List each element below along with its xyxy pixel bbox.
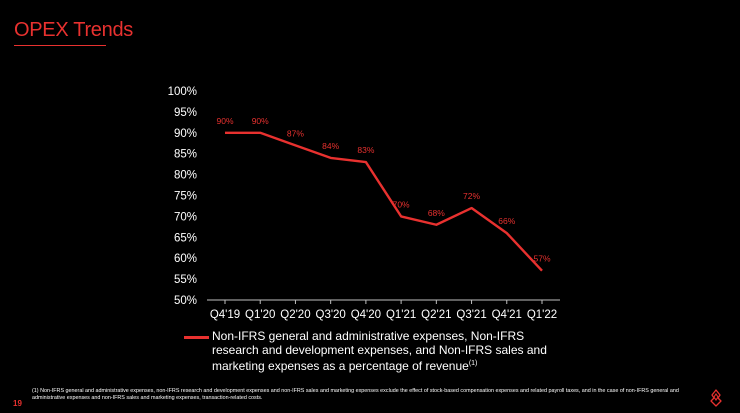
y-tick-label: 65% [174, 232, 197, 244]
data-label: 83% [357, 145, 374, 155]
x-tick-label: Q1'21 [386, 309, 416, 321]
data-label: 90% [216, 116, 233, 126]
y-tick-label: 95% [174, 107, 197, 119]
legend-line-swatch [184, 336, 209, 339]
data-label: 90% [252, 116, 269, 126]
y-tick-label: 80% [174, 170, 197, 182]
data-label: 57% [533, 254, 550, 264]
y-tick-label: 70% [174, 211, 197, 223]
y-tick-label: 60% [174, 253, 197, 265]
legend-label: Non-IFRS general and administrative expe… [212, 329, 564, 374]
data-label: 66% [498, 216, 515, 226]
x-tick-label: Q4'21 [492, 309, 522, 321]
legend-series-name: Non-IFRS general and administrative expe… [212, 329, 547, 373]
legend-superscript: (1) [468, 360, 478, 367]
opex-line-chart: 50% 55% 60% 65% 70% 75% 80% 85% 90% 95% 100% Q4'19 Q… [168, 86, 560, 321]
x-tick-label: Q3'20 [316, 309, 346, 321]
series-line [225, 131, 543, 272]
y-tick-label: 100% [168, 86, 197, 98]
data-label: 87% [287, 128, 304, 138]
data-label: 70% [393, 199, 410, 209]
slide-title: OPEX Trends [14, 19, 133, 41]
x-tick-label: Q2'21 [421, 309, 451, 321]
x-tick-label: Q1'22 [527, 309, 557, 321]
data-label: 68% [428, 208, 445, 218]
x-tick-label: Q4'20 [351, 309, 381, 321]
y-tick-label: 75% [174, 191, 197, 203]
y-tick-label: 90% [174, 128, 197, 140]
title-underline [14, 45, 106, 46]
data-label: 84% [322, 141, 339, 151]
y-tick-label: 55% [174, 274, 197, 286]
x-tick-label: Q4'19 [210, 309, 240, 321]
x-tick-label: Q3'21 [456, 309, 486, 321]
chart-legend: Non-IFRS general and administrative expe… [184, 329, 564, 374]
page-number: 19 [13, 399, 22, 408]
data-label: 72% [463, 191, 480, 201]
footnote: (1) Non-IFRS general and administrative … [32, 388, 679, 402]
x-tick-label: Q1'20 [245, 309, 275, 321]
x-tick-label: Q2'20 [280, 309, 310, 321]
lightspeed-flame-logo [710, 389, 722, 407]
y-tick-label: 50% [174, 295, 197, 307]
y-tick-label: 85% [174, 149, 197, 161]
